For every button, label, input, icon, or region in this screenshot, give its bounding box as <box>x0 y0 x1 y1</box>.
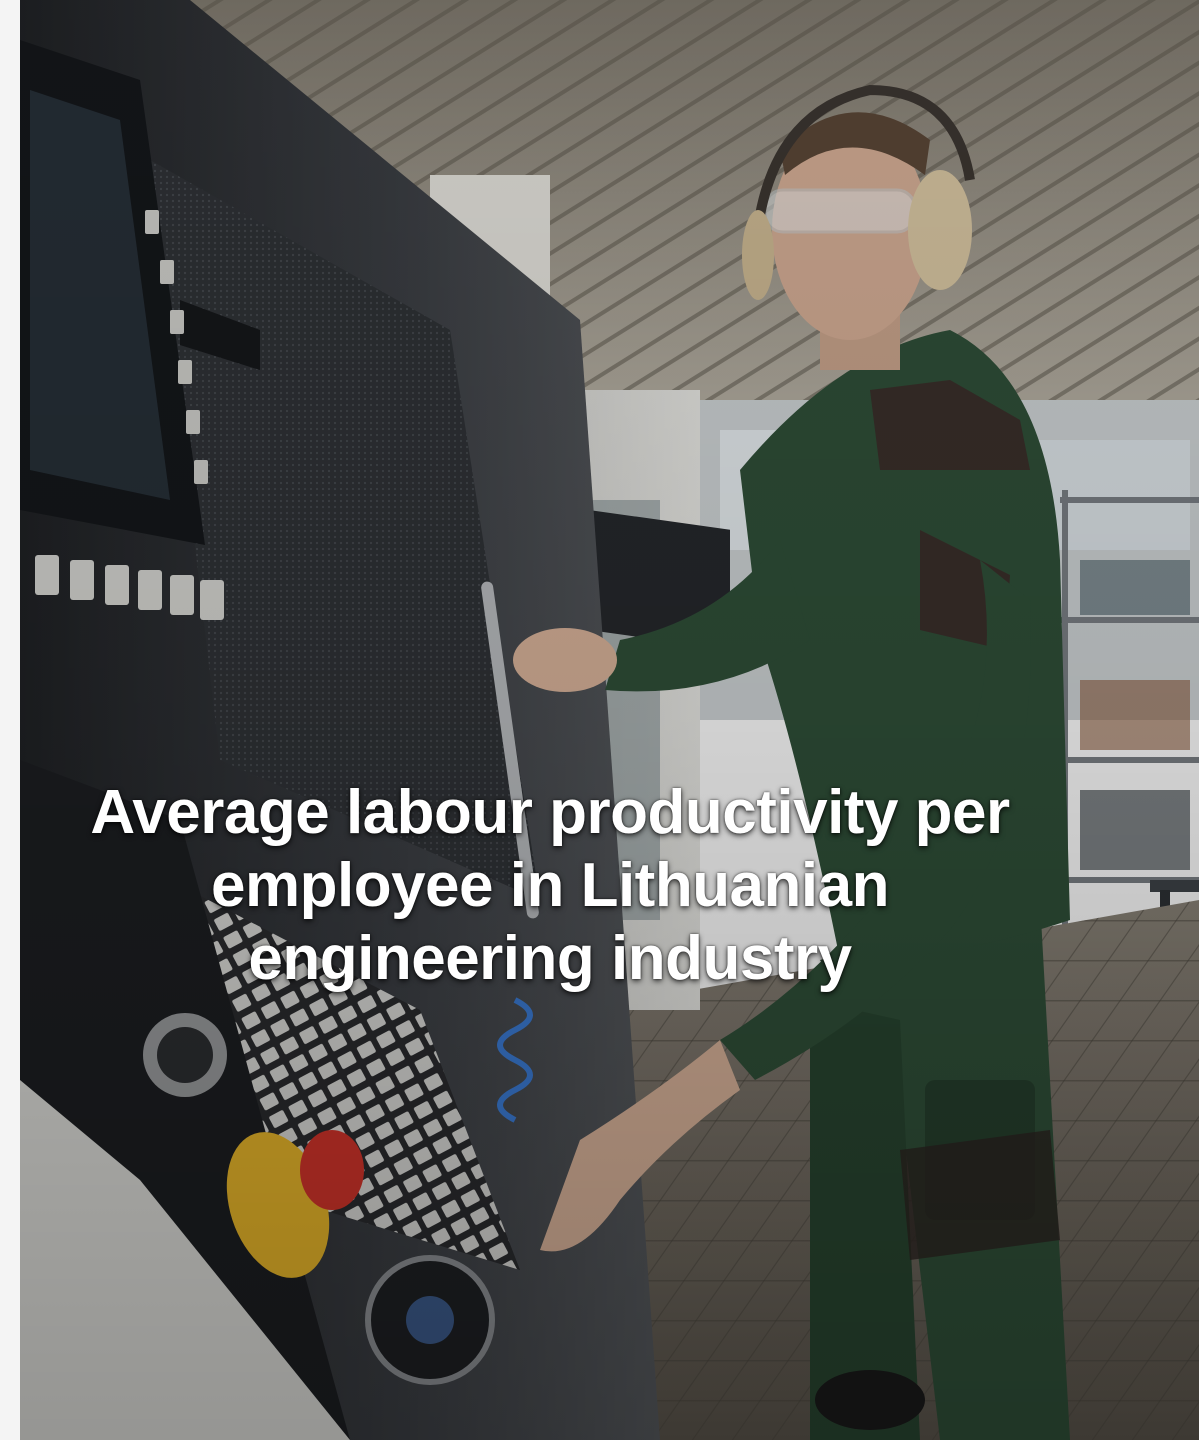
headline-line-1: Average labour productivity per <box>90 778 1010 847</box>
headline-line-2: employee in Lithuanian <box>211 851 890 920</box>
factory-photo <box>20 0 1199 1440</box>
left-frame-edge <box>0 0 20 1440</box>
headline-line-3: engineering industry <box>248 924 852 993</box>
headline: Average labour productivity per employee… <box>40 776 1060 995</box>
